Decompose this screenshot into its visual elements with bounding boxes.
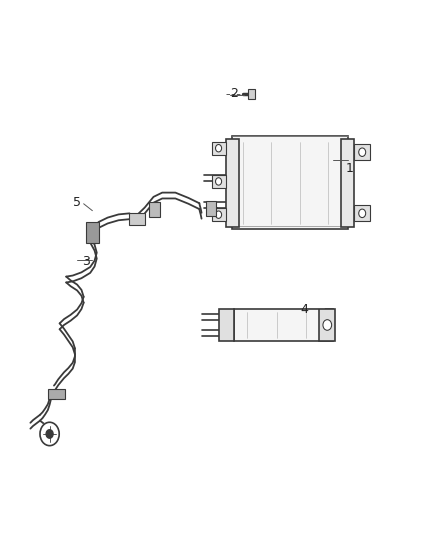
Bar <box>86 222 99 243</box>
Text: 3: 3 <box>82 255 90 268</box>
Circle shape <box>46 430 53 438</box>
Circle shape <box>215 211 222 219</box>
Bar <box>212 175 226 188</box>
Bar <box>206 201 215 216</box>
Text: 1: 1 <box>346 161 354 175</box>
Circle shape <box>359 209 366 217</box>
Bar <box>319 309 335 341</box>
Bar <box>149 201 160 216</box>
Bar <box>226 139 239 227</box>
Bar <box>232 136 348 229</box>
Bar <box>219 309 234 341</box>
Circle shape <box>359 148 366 157</box>
Bar <box>354 144 370 160</box>
Circle shape <box>215 177 222 185</box>
Bar <box>48 389 65 399</box>
Bar <box>130 213 145 225</box>
Bar <box>354 205 370 221</box>
Circle shape <box>215 144 222 152</box>
Text: 2: 2 <box>230 87 238 100</box>
Circle shape <box>323 320 332 330</box>
Text: 4: 4 <box>300 303 308 316</box>
Text: 5: 5 <box>73 196 81 209</box>
Bar <box>341 139 354 227</box>
Bar <box>248 89 255 99</box>
Bar <box>234 309 332 341</box>
Bar <box>212 142 226 155</box>
Circle shape <box>40 422 59 446</box>
Bar <box>212 208 226 221</box>
